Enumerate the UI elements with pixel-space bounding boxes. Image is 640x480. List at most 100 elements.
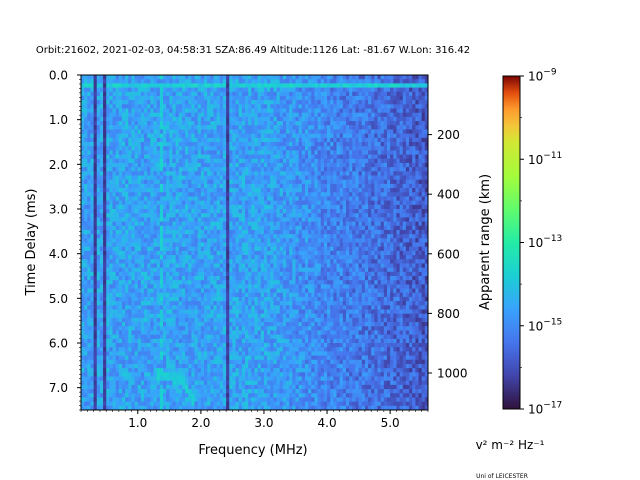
heatmap-cell	[128, 217, 132, 222]
heatmap-cell	[140, 393, 145, 398]
heatmap-cell	[131, 351, 136, 356]
heatmap-cell	[96, 401, 101, 407]
heatmap-cell	[131, 100, 136, 105]
heatmap-cell	[276, 217, 281, 222]
heatmap-cell	[207, 91, 211, 97]
heatmap-cell	[163, 112, 167, 118]
heatmap-cell	[235, 363, 240, 369]
heatmap-cell	[99, 401, 104, 407]
heatmap-cell	[181, 200, 186, 206]
heatmap-cell	[125, 405, 129, 410]
heatmap-cell	[194, 259, 199, 264]
heatmap-cell	[263, 125, 268, 130]
heatmap-cell	[99, 204, 104, 210]
heatmap-cell	[169, 179, 173, 185]
heatmap-cell	[181, 192, 186, 197]
heatmap-cell	[213, 368, 218, 373]
heatmap-cell	[276, 87, 281, 93]
heatmap-cell	[216, 255, 221, 260]
heatmap-cell	[81, 204, 85, 210]
heatmap-cell	[166, 309, 170, 315]
heatmap-cell	[163, 188, 167, 193]
heatmap-cell	[106, 183, 110, 189]
heatmap-cell	[84, 121, 88, 126]
heatmap-cell	[150, 397, 154, 403]
heatmap-cell	[153, 288, 158, 294]
heatmap-cell	[181, 380, 186, 386]
heatmap-cell	[115, 288, 120, 294]
heatmap-cell	[241, 309, 246, 315]
heatmap-cell	[166, 179, 170, 185]
heatmap-cell	[140, 259, 145, 264]
heatmap-cell	[137, 292, 142, 298]
heatmap-cell	[185, 334, 189, 340]
heatmap-cell	[245, 154, 249, 160]
heatmap-cell	[194, 192, 199, 197]
heatmap-cell	[200, 250, 205, 256]
heatmap-cell	[235, 196, 240, 202]
heatmap-cell	[191, 217, 195, 222]
heatmap-cell	[137, 334, 142, 340]
heatmap-cell	[185, 142, 189, 147]
heatmap-cell	[96, 204, 101, 210]
heatmap-cell	[166, 200, 170, 206]
heatmap-cell	[267, 359, 271, 365]
heatmap-cell	[204, 301, 208, 306]
heatmap-cell	[257, 389, 262, 394]
heatmap-cell	[276, 209, 281, 214]
heatmap-cell	[125, 305, 129, 310]
heatmap-cell	[125, 351, 129, 356]
heatmap-cell	[90, 351, 95, 356]
heatmap-cell	[131, 334, 136, 340]
heatmap-cell	[210, 188, 214, 193]
heatmap-cell	[260, 196, 265, 202]
heatmap-cell	[153, 229, 158, 235]
heatmap-cell	[175, 309, 180, 315]
heatmap-cell	[185, 246, 189, 252]
heatmap-cell	[103, 288, 107, 294]
heatmap-cell	[181, 129, 186, 135]
heatmap-cell	[245, 347, 249, 352]
heatmap-cell	[181, 259, 186, 264]
heatmap-cell	[137, 125, 142, 130]
heatmap-cell	[263, 234, 268, 239]
heatmap-cell	[175, 133, 180, 139]
heatmap-cell	[153, 384, 158, 390]
heatmap-cell	[204, 192, 208, 197]
heatmap-cell	[84, 343, 88, 348]
heatmap-cell	[163, 246, 167, 252]
heatmap-cell	[150, 351, 154, 356]
heatmap-cell	[99, 116, 104, 122]
heatmap-cell	[84, 242, 88, 248]
heatmap-cell	[273, 246, 277, 252]
heatmap-cell	[144, 104, 148, 109]
heatmap-cell	[156, 175, 161, 181]
heatmap-cell	[166, 150, 170, 155]
heatmap-cell	[156, 246, 161, 252]
heatmap-cell	[163, 284, 167, 289]
heatmap-cell	[257, 397, 262, 403]
heatmap-cell	[125, 380, 129, 386]
heatmap-cell	[238, 263, 243, 269]
heatmap-cell	[137, 296, 142, 302]
heatmap-cell	[260, 380, 265, 386]
heatmap-cell	[169, 133, 173, 139]
heatmap-cell	[90, 343, 95, 348]
heatmap-cell	[260, 179, 265, 185]
heatmap-cell	[216, 225, 221, 231]
heatmap-cell	[270, 87, 274, 93]
heatmap-cell	[99, 384, 104, 390]
heatmap-cell	[210, 313, 214, 319]
heatmap-cell	[172, 116, 177, 122]
heatmap-cell	[200, 246, 205, 252]
heatmap-cell	[251, 246, 255, 252]
heatmap-cell	[137, 221, 142, 227]
heatmap-cell	[96, 171, 101, 176]
heatmap-cell	[84, 347, 88, 352]
heatmap-cell	[118, 213, 123, 218]
heatmap-cell	[238, 384, 243, 390]
heatmap-cell	[84, 401, 88, 407]
heatmap-cell	[109, 355, 113, 361]
heatmap-cell	[81, 112, 85, 118]
heatmap-cell	[115, 79, 120, 84]
